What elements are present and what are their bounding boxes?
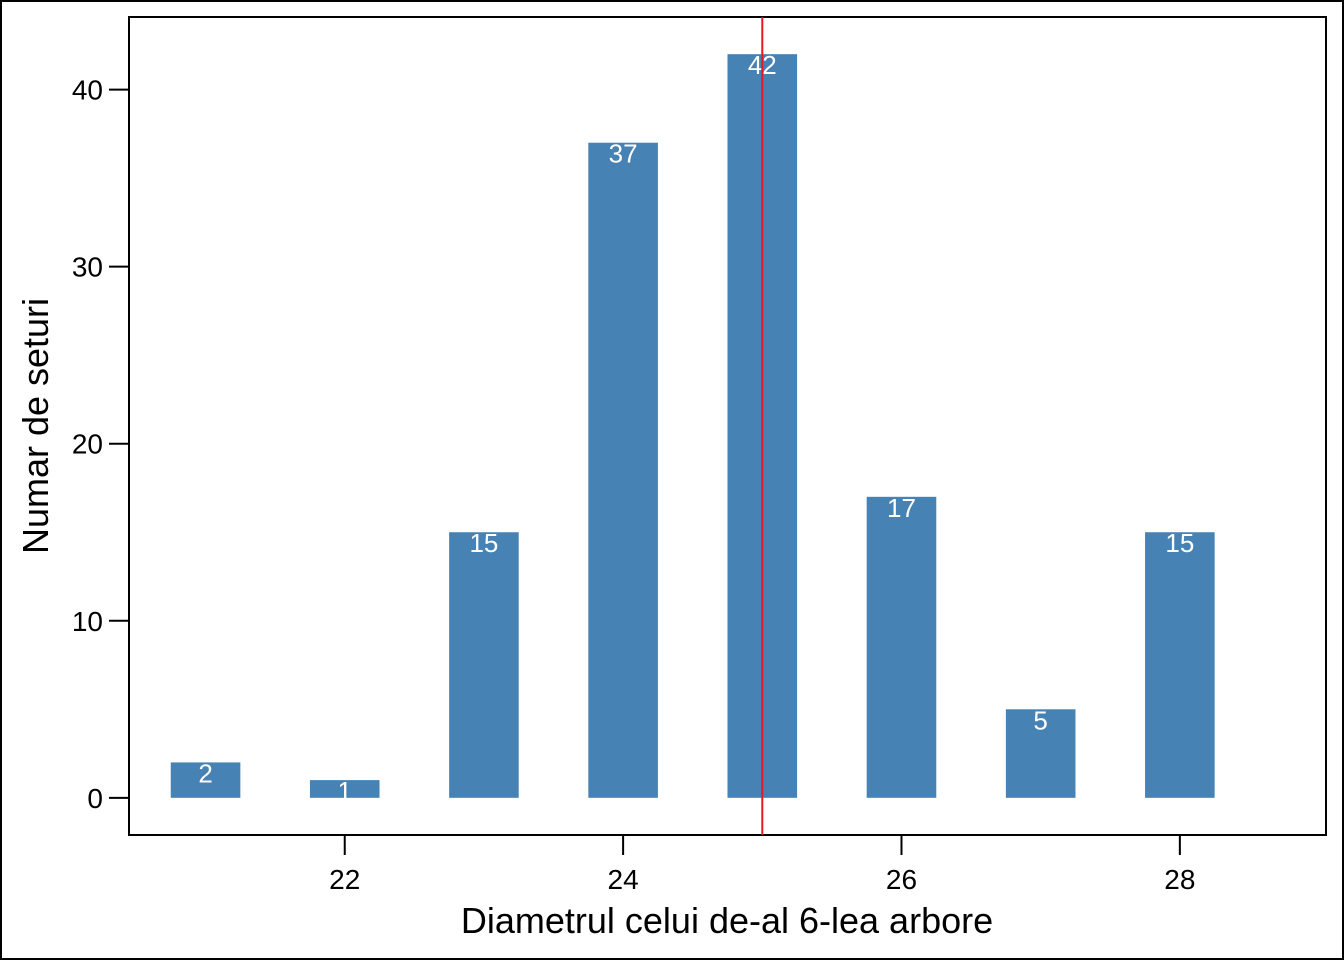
bar-value-label-24: 37 bbox=[609, 139, 638, 169]
y-tick-label-10: 10 bbox=[72, 606, 103, 637]
x-tick-label-28: 28 bbox=[1164, 864, 1195, 895]
x-tick-label-22: 22 bbox=[329, 864, 360, 895]
bar-value-label-27: 5 bbox=[1033, 705, 1047, 735]
y-axis-title: Numar de seturi bbox=[15, 298, 56, 554]
y-tick-label-30: 30 bbox=[72, 252, 103, 283]
bar-27 bbox=[1005, 709, 1076, 798]
plot-area-border bbox=[128, 16, 1327, 836]
x-axis: 22 24 26 28 bbox=[329, 835, 1195, 895]
bar-23 bbox=[449, 532, 519, 798]
x-tick-label-24: 24 bbox=[608, 864, 639, 895]
bar-28 bbox=[1145, 532, 1215, 798]
bar-value-label-21: 2 bbox=[198, 758, 212, 788]
bar-26 bbox=[866, 496, 937, 798]
bar-value-label-28: 15 bbox=[1165, 528, 1194, 558]
bar-value-label-23: 15 bbox=[469, 528, 498, 558]
bar-24 bbox=[588, 142, 658, 798]
x-tick-label-26: 26 bbox=[886, 864, 917, 895]
y-tick-label-20: 20 bbox=[72, 429, 103, 460]
y-axis: 0 10 20 30 40 bbox=[72, 75, 129, 814]
bar-value-label-26: 17 bbox=[887, 493, 916, 523]
y-tick-label-40: 40 bbox=[72, 75, 103, 106]
bar-value-label-22: 1 bbox=[338, 776, 352, 806]
bar-22 bbox=[309, 780, 380, 798]
x-axis-title: Diametrul celui de-al 6-lea arbore bbox=[461, 900, 993, 941]
y-tick-label-0: 0 bbox=[87, 783, 103, 814]
bar-21 bbox=[170, 762, 241, 798]
